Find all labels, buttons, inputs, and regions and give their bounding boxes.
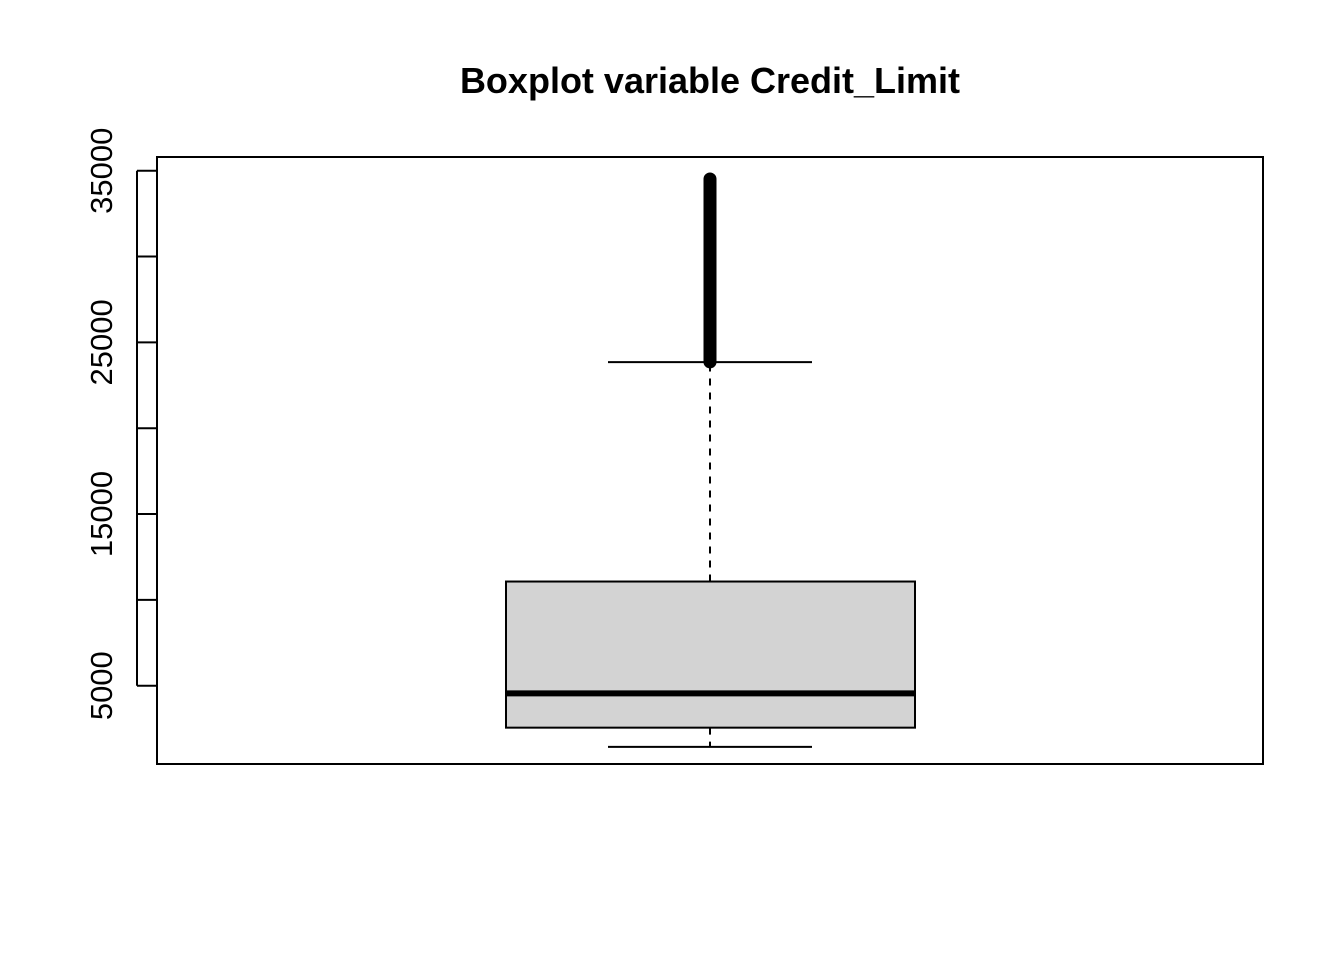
iqr-box — [505, 580, 916, 729]
chart-title: Boxplot variable Credit_Limit — [460, 60, 960, 101]
plot-frame — [156, 156, 1264, 765]
y-tick-label: 25000 — [84, 299, 119, 385]
y-tick-label: 5000 — [84, 651, 119, 720]
y-axis: 5000 15000 25000 35000 — [84, 128, 157, 720]
outlier-group — [703, 172, 717, 369]
y-tick-label: 15000 — [84, 471, 119, 557]
outlier-point — [703, 172, 717, 186]
y-tick-label: 35000 — [84, 128, 119, 214]
